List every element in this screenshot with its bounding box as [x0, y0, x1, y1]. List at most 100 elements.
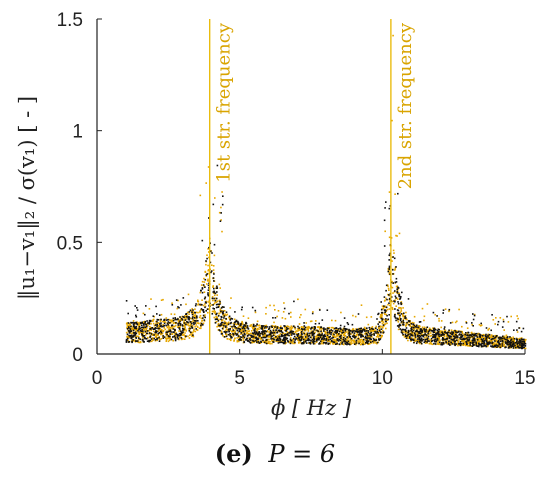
y-tick-label: 0.5 — [57, 233, 83, 254]
data-point — [506, 315, 508, 318]
data-point — [467, 336, 469, 339]
data-point — [287, 325, 290, 328]
data-point — [400, 308, 402, 310]
data-point — [416, 327, 418, 330]
data-point — [385, 309, 387, 312]
svg-text:‖u₁−v₁‖₂ / σ(v₁) [ - ]: ‖u₁−v₁‖₂ / σ(v₁) [ - ] — [15, 96, 40, 300]
data-point — [460, 335, 462, 337]
data-point — [183, 334, 185, 336]
data-point — [464, 336, 466, 339]
data-point — [253, 325, 255, 327]
data-point — [162, 320, 164, 323]
data-point — [141, 321, 143, 324]
data-point — [407, 331, 409, 334]
data-point — [449, 332, 452, 334]
data-point — [234, 327, 236, 329]
data-point — [156, 323, 158, 326]
data-point — [421, 329, 423, 332]
data-point — [359, 333, 362, 336]
data-point — [220, 219, 222, 221]
data-point — [367, 340, 370, 342]
data-point — [204, 303, 206, 305]
data-point — [312, 311, 314, 313]
data-point — [147, 322, 149, 324]
data-point — [216, 318, 218, 320]
data-point — [506, 336, 508, 339]
data-point — [333, 333, 335, 336]
data-point — [388, 314, 390, 316]
data-point — [476, 339, 479, 341]
data-point — [413, 324, 416, 327]
data-point — [414, 327, 416, 330]
data-point — [423, 329, 426, 331]
data-point — [488, 337, 491, 339]
data-point — [404, 328, 407, 331]
data-point — [523, 338, 525, 341]
data-point — [508, 344, 510, 346]
data-point — [452, 341, 454, 344]
data-point — [128, 332, 131, 334]
data-point — [174, 318, 177, 321]
data-point — [359, 343, 362, 346]
data-point — [371, 340, 374, 343]
data-point — [364, 328, 367, 331]
data-point — [380, 317, 383, 320]
data-point — [223, 310, 226, 312]
data-point — [245, 321, 247, 324]
data-point — [506, 339, 509, 342]
data-point — [427, 329, 429, 331]
data-point — [463, 335, 466, 337]
data-point — [227, 323, 230, 326]
data-point — [183, 329, 185, 332]
data-point — [342, 329, 344, 332]
data-point — [184, 315, 186, 317]
data-point — [205, 310, 207, 312]
data-point — [154, 324, 157, 326]
data-point — [419, 339, 422, 341]
data-point — [407, 298, 410, 300]
data-point — [159, 329, 161, 331]
data-point — [456, 339, 458, 341]
data-point — [394, 308, 396, 310]
data-point — [416, 324, 418, 327]
data-point — [173, 330, 176, 332]
data-point — [502, 320, 505, 323]
data-point — [127, 339, 129, 342]
data-point — [395, 319, 397, 322]
data-point — [456, 336, 459, 338]
data-point — [184, 332, 186, 334]
data-point — [127, 330, 130, 332]
data-point — [234, 332, 237, 335]
data-point — [355, 341, 357, 343]
data-point — [217, 320, 220, 322]
data-point — [273, 304, 275, 307]
data-point — [329, 335, 331, 338]
data-point — [205, 182, 207, 184]
data-point — [389, 252, 391, 255]
data-point — [193, 328, 195, 331]
data-point — [407, 339, 409, 342]
data-point — [464, 342, 466, 345]
data-point — [163, 325, 165, 327]
data-point — [391, 286, 394, 289]
data-point — [274, 317, 277, 319]
data-point — [509, 336, 511, 338]
data-point — [437, 337, 439, 339]
data-point — [522, 339, 525, 342]
data-point — [263, 327, 266, 329]
data-point — [126, 328, 129, 330]
data-point — [262, 335, 265, 338]
data-point — [152, 337, 154, 340]
data-point — [357, 336, 360, 338]
data-point — [186, 321, 188, 323]
data-point — [434, 336, 437, 338]
data-point — [328, 333, 330, 336]
data-point — [360, 333, 363, 336]
data-point — [388, 236, 391, 239]
data-point — [128, 327, 130, 329]
data-point — [423, 315, 426, 318]
data-point — [381, 319, 383, 321]
data-point — [201, 291, 204, 294]
data-point — [506, 341, 508, 344]
data-point — [418, 334, 421, 337]
